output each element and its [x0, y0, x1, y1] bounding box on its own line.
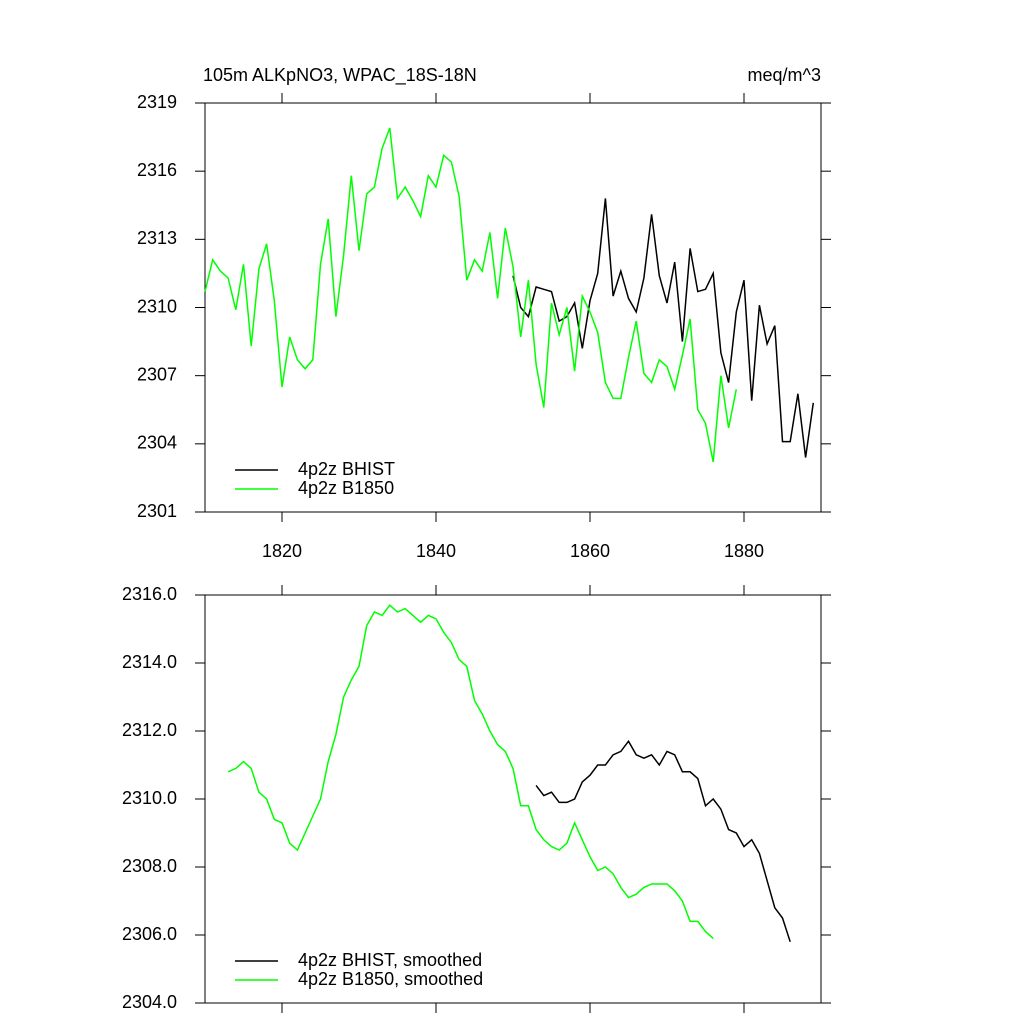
y-tick-label: 2314.0 — [122, 652, 177, 672]
legend-label: 4p2z BHIST, smoothed — [298, 950, 482, 970]
y-tick-label: 2316.0 — [122, 584, 177, 604]
y-tick-label: 2310 — [137, 296, 177, 316]
legend-label: 4p2z B1850 — [298, 478, 394, 498]
y-tick-label: 2313 — [137, 228, 177, 248]
y-tick-label: 2301 — [137, 501, 177, 521]
y-tick-label: 2319 — [137, 92, 177, 112]
plot-frame — [204, 594, 822, 1004]
plot-frame — [204, 102, 822, 513]
y-tick-label: 2307 — [137, 364, 177, 384]
y-tick-label: 2316 — [137, 160, 177, 180]
units-label: meq/m^3 — [748, 65, 821, 85]
series-line — [535, 739, 791, 943]
series-line — [227, 604, 714, 939]
y-tick-label: 2306.0 — [122, 924, 177, 944]
x-tick-label: 1880 — [724, 541, 764, 561]
y-tick-label: 2304 — [137, 433, 177, 453]
legend-label: 4p2z BHIST — [298, 459, 395, 479]
y-tick-label: 2308.0 — [122, 856, 177, 876]
y-tick-label: 2304.0 — [122, 992, 177, 1012]
y-tick-label: 2310.0 — [122, 788, 177, 808]
chart-title: 105m ALKpNO3, WPAC_18S-18N — [203, 65, 477, 86]
x-tick-label: 1840 — [416, 541, 456, 561]
series-line — [204, 127, 738, 463]
x-tick-label: 1820 — [262, 541, 302, 561]
y-tick-label: 2312.0 — [122, 720, 177, 740]
legend-label: 4p2z B1850, smoothed — [298, 969, 483, 989]
x-tick-label: 1860 — [570, 541, 610, 561]
